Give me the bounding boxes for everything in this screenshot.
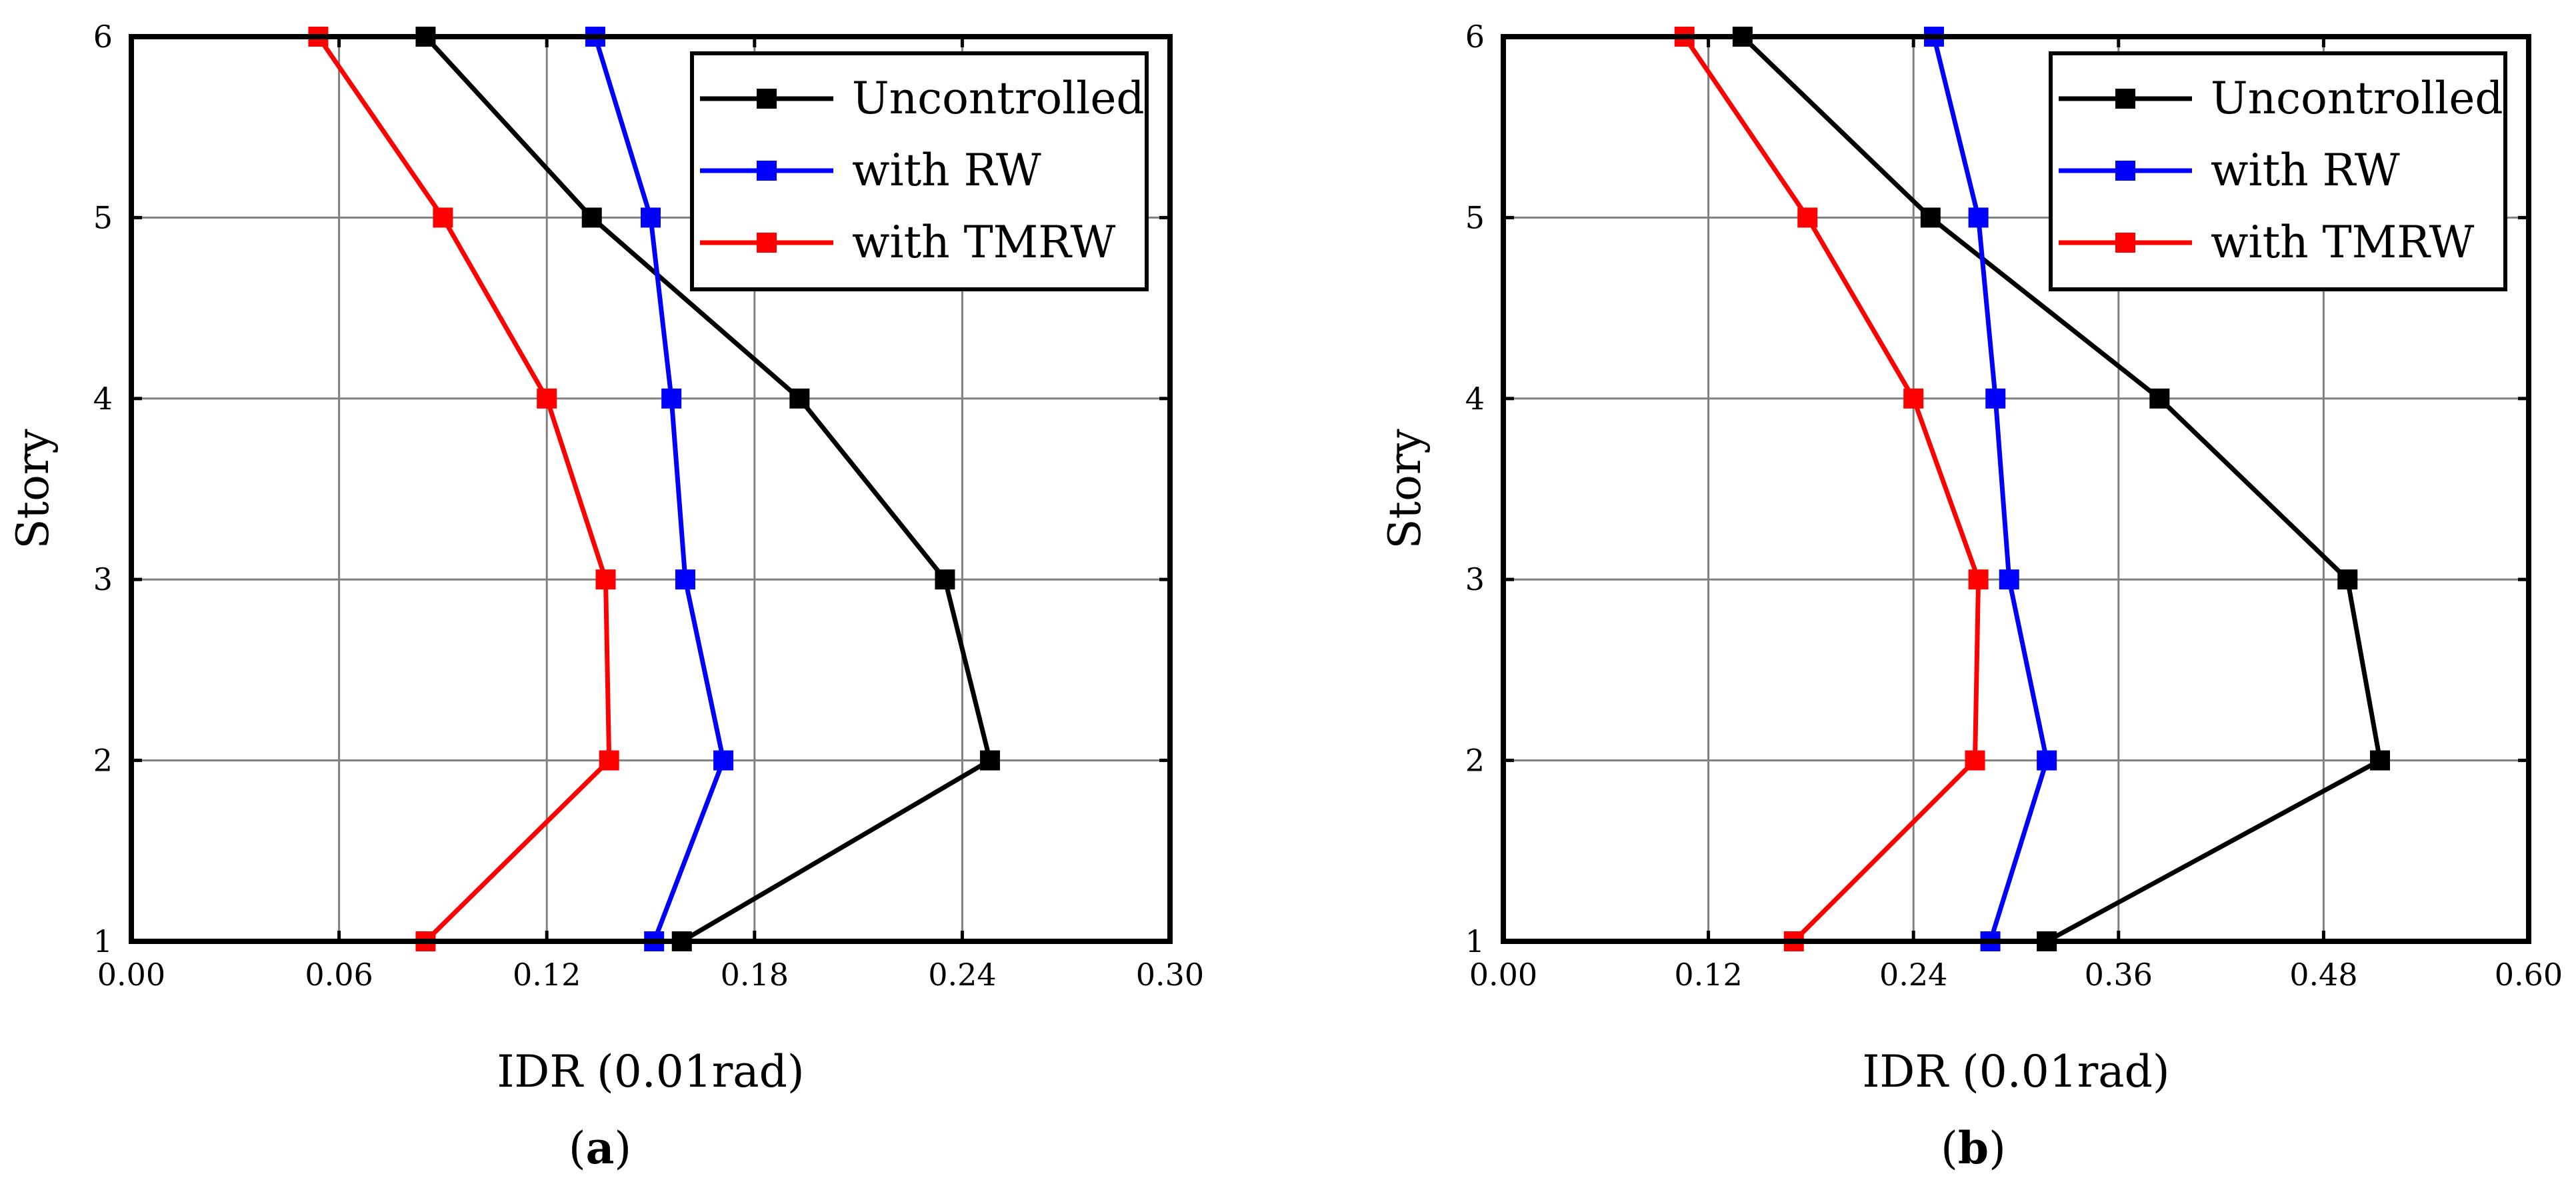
data-point [661, 388, 682, 409]
y-tick-label: 6 [93, 19, 113, 55]
data-point [2037, 750, 2057, 771]
data-point [1968, 569, 1989, 590]
y-axis-label: Story [7, 429, 59, 549]
series-line [593, 35, 726, 943]
data-point [1903, 388, 1924, 409]
legend-marker [757, 89, 777, 109]
y-axis-label: Story [1379, 429, 1431, 549]
legend-label: Uncontrolled [2211, 73, 2503, 124]
legend-marker [2115, 89, 2135, 109]
x-tick-label: 0.12 [513, 957, 581, 993]
panel-b: 0.00 0.12 0.24 0.36 0.48 0.60 1 2 3 4 5 6 IDR (0.01r… [1379, 19, 2563, 1174]
legend-marker [2115, 161, 2135, 181]
panel-a: 0.00 0.06 0.12 0.18 0.24 0.30 1 2 3 4 5 6 IDR (0.01r… [7, 19, 1204, 1174]
series-line [316, 35, 612, 943]
y-tick-label: 2 [93, 743, 113, 779]
data-point [581, 207, 602, 228]
legend-marker [757, 233, 777, 253]
x-tick-label: 0.18 [721, 957, 789, 993]
series-line [1682, 35, 1981, 943]
data-point [2369, 750, 2390, 771]
data-point [537, 388, 557, 409]
y-tick-label: 1 [93, 923, 113, 959]
legend-label: with RW [852, 145, 1041, 196]
data-point [935, 569, 955, 590]
series-with-tmrw [1674, 27, 1989, 951]
legend: Uncontrolled with RW with TMRW [690, 51, 1149, 291]
y-tick-label: 1 [1465, 923, 1485, 959]
legend: Uncontrolled with RW with TMRW [2049, 51, 2507, 291]
data-point [599, 750, 619, 771]
y-tick-label: 2 [1465, 743, 1485, 779]
data-point [713, 750, 734, 771]
legend-label: with RW [2211, 145, 2400, 196]
data-point [1968, 207, 1989, 228]
panel-caption: (b) [1941, 1122, 2006, 1174]
data-point [1985, 388, 2006, 409]
x-tick-label: 0.60 [2495, 957, 2563, 993]
panel-caption: (a) [569, 1122, 631, 1174]
x-axis-label: IDR (0.01rad) [497, 1046, 804, 1097]
x-axis-label: IDR (0.01rad) [1862, 1046, 2169, 1097]
data-point [1797, 207, 1818, 228]
y-tick-label: 3 [93, 561, 113, 597]
y-tick-label: 3 [1465, 561, 1485, 597]
data-point [979, 750, 1000, 771]
series-line [423, 35, 993, 944]
data-point [595, 569, 616, 590]
y-tick-label: 4 [93, 381, 113, 417]
series-line [1741, 35, 2383, 944]
plot-frame [1501, 34, 2531, 944]
data-point [789, 388, 810, 409]
data-point [1965, 750, 1985, 771]
series-with-rw [585, 27, 734, 951]
x-tick-label: 0.30 [1136, 957, 1204, 993]
series-with-tmrw [308, 27, 619, 951]
y-tick-label: 5 [93, 199, 113, 235]
legend-label: Uncontrolled [852, 73, 1145, 124]
data-point [675, 569, 695, 590]
legend-label: with TMRW [2211, 217, 2474, 268]
y-tick-label: 6 [1465, 19, 1485, 55]
series-with-rw [1923, 27, 2057, 951]
data-point [1999, 569, 2019, 590]
legend-label: with TMRW [852, 217, 1115, 268]
x-tick-label: 0.24 [928, 957, 996, 993]
x-tick-label: 0.36 [2085, 957, 2153, 993]
data-point [1920, 207, 1941, 228]
x-tick-label: 0.24 [1879, 957, 1947, 993]
series-line [1931, 36, 2049, 943]
x-tick-label: 0.00 [1469, 957, 1537, 993]
plot-frame [129, 34, 1173, 944]
data-point [2149, 388, 2170, 409]
y-tick-label: 4 [1465, 381, 1485, 417]
legend-marker [757, 161, 777, 181]
x-tick-label: 0.06 [305, 957, 373, 993]
data-point [641, 207, 661, 228]
x-tick-label: 0.00 [97, 957, 165, 993]
data-point [2337, 569, 2358, 590]
x-tick-label: 0.12 [1674, 957, 1742, 993]
data-point [433, 207, 453, 228]
y-tick-label: 5 [1465, 199, 1485, 235]
legend-marker [2115, 233, 2135, 253]
x-tick-label: 0.48 [2289, 957, 2357, 993]
